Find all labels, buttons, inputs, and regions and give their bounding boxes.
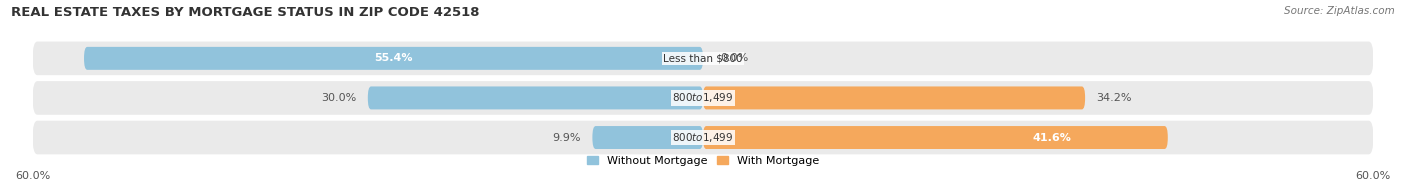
Text: Source: ZipAtlas.com: Source: ZipAtlas.com <box>1284 6 1395 16</box>
Text: 41.6%: 41.6% <box>1032 132 1071 142</box>
FancyBboxPatch shape <box>32 121 1374 154</box>
Text: 9.9%: 9.9% <box>553 132 581 142</box>
Legend: Without Mortgage, With Mortgage: Without Mortgage, With Mortgage <box>588 156 818 166</box>
FancyBboxPatch shape <box>592 126 703 149</box>
Text: 55.4%: 55.4% <box>374 53 413 63</box>
Text: REAL ESTATE TAXES BY MORTGAGE STATUS IN ZIP CODE 42518: REAL ESTATE TAXES BY MORTGAGE STATUS IN … <box>11 6 479 19</box>
FancyBboxPatch shape <box>84 47 703 70</box>
FancyBboxPatch shape <box>32 81 1374 115</box>
Text: 30.0%: 30.0% <box>322 93 357 103</box>
FancyBboxPatch shape <box>703 86 1085 109</box>
Text: 34.2%: 34.2% <box>1097 93 1132 103</box>
Text: $800 to $1,499: $800 to $1,499 <box>672 92 734 104</box>
Text: Less than $800: Less than $800 <box>664 53 742 63</box>
FancyBboxPatch shape <box>32 42 1374 75</box>
Text: $800 to $1,499: $800 to $1,499 <box>672 131 734 144</box>
FancyBboxPatch shape <box>703 126 1168 149</box>
Text: 0.0%: 0.0% <box>720 53 748 63</box>
FancyBboxPatch shape <box>368 86 703 109</box>
